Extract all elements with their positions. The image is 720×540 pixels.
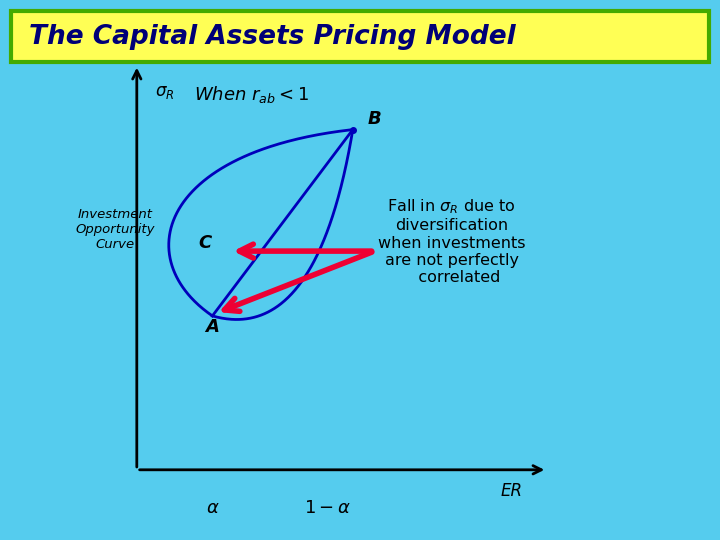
Text: $1-\alpha$: $1-\alpha$ [304, 498, 351, 517]
Text: $\sigma_R$: $\sigma_R$ [155, 83, 174, 101]
FancyBboxPatch shape [11, 11, 709, 62]
Text: ER: ER [500, 482, 523, 501]
Text: Fall in $\sigma_R$ due to
diversification
when investments
are not perfectly
   : Fall in $\sigma_R$ due to diversificatio… [378, 197, 526, 286]
Text: B: B [367, 110, 381, 128]
Text: The Capital Assets Pricing Model: The Capital Assets Pricing Model [29, 24, 516, 50]
Text: Investment
Opportunity
Curve: Investment Opportunity Curve [76, 208, 155, 251]
Text: $When\ r_{ab}<1$: $When\ r_{ab}<1$ [194, 84, 310, 105]
Text: $\alpha$: $\alpha$ [206, 498, 219, 517]
Text: C: C [198, 234, 211, 252]
Text: A: A [205, 318, 219, 336]
